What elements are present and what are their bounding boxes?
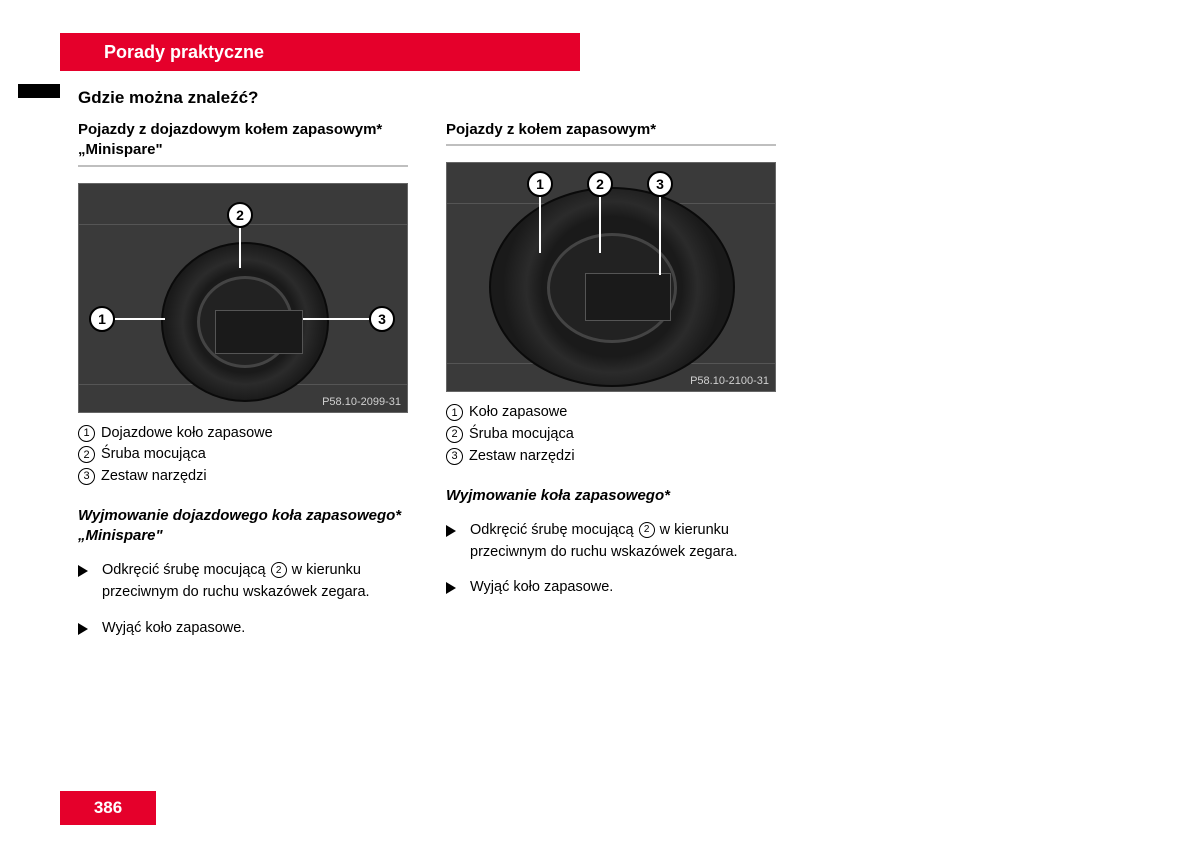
step-bullet-icon bbox=[446, 525, 456, 537]
figure-callout: 3 bbox=[369, 306, 395, 332]
procedure-step: Odkręcić śrubę mocującą 2 w kierunku prz… bbox=[78, 560, 408, 604]
legend-number-icon: 2 bbox=[78, 446, 95, 463]
legend-text: Śruba mocująca bbox=[469, 424, 574, 446]
procedure-step: Odkręcić śrubę mocującą 2 w kierunku prz… bbox=[446, 520, 776, 564]
toolbox-illustration bbox=[215, 310, 303, 354]
inline-ref-icon: 2 bbox=[639, 522, 655, 538]
step-text: Odkręcić śrubę mocującą 2 w kierunku prz… bbox=[102, 560, 408, 604]
column-title: Pojazdy z dojazdowym kołem zapasowym* „M… bbox=[78, 120, 408, 161]
callout-line bbox=[115, 318, 165, 320]
legend-number-icon: 1 bbox=[78, 425, 95, 442]
section-title: Gdzie można znaleźć? bbox=[78, 88, 258, 108]
spare-tire-figure: 123P58.10-2100-31 bbox=[446, 162, 776, 392]
legend-row: 1 Dojazdowe koło zapasowe bbox=[78, 423, 408, 445]
toolbox-illustration bbox=[585, 273, 671, 321]
step-text: Wyjąć koło zapasowe. bbox=[102, 618, 245, 640]
chapter-title: Porady praktyczne bbox=[104, 42, 264, 63]
callout-line bbox=[599, 197, 601, 253]
step-bullet-icon bbox=[78, 623, 88, 635]
procedure-step: Wyjąć koło zapasowe. bbox=[78, 618, 408, 640]
side-tab bbox=[18, 84, 60, 98]
callout-line bbox=[303, 318, 369, 320]
figure-legend: 1 Koło zapasowe 2 Śruba mocująca 3 Zestaw nar… bbox=[446, 402, 776, 467]
callout-line bbox=[539, 197, 541, 253]
step-text: Odkręcić śrubę mocującą 2 w kierunku prz… bbox=[470, 520, 776, 564]
inline-ref-icon: 2 bbox=[271, 562, 287, 578]
image-code: P58.10-2099-31 bbox=[322, 396, 401, 408]
procedure-title: Wyjmowanie dojazdowego koła zapasowego* … bbox=[78, 506, 408, 547]
column: Pojazdy z kołem zapasowym* 1 2 3 P58.10-2100… bbox=[446, 120, 776, 640]
figure-callout: 1 bbox=[89, 306, 115, 332]
chapter-header: Porady praktyczne bbox=[60, 33, 580, 71]
legend-number-icon: 3 bbox=[78, 468, 95, 485]
legend-row: 2 Śruba mocująca bbox=[446, 424, 776, 446]
procedure-step: Wyjąć koło zapasowe. bbox=[446, 577, 776, 599]
legend-number-icon: 2 bbox=[446, 426, 463, 443]
procedure-title: Wyjmowanie koła zapasowego* bbox=[446, 486, 776, 506]
content-area: Pojazdy z dojazdowym kołem zapasowym* „M… bbox=[78, 120, 776, 640]
legend-text: Dojazdowe koło zapasowe bbox=[101, 423, 273, 445]
spare-tire-figure: 1 2 3 P58.10-2099-31 bbox=[78, 183, 408, 413]
figure-callout: 3 bbox=[647, 171, 673, 197]
step-bullet-icon bbox=[446, 582, 456, 594]
legend-text: Koło zapasowe bbox=[469, 402, 567, 424]
title-underline bbox=[78, 165, 408, 167]
callout-line bbox=[239, 228, 241, 268]
column: Pojazdy z dojazdowym kołem zapasowym* „M… bbox=[78, 120, 408, 640]
step-text: Wyjąć koło zapasowe. bbox=[470, 577, 613, 599]
legend-number-icon: 3 bbox=[446, 448, 463, 465]
title-underline bbox=[446, 144, 776, 146]
figure-callout: 1 bbox=[527, 171, 553, 197]
image-code: P58.10-2100-31 bbox=[690, 375, 769, 387]
callout-line bbox=[659, 197, 661, 275]
step-bullet-icon bbox=[78, 565, 88, 577]
legend-row: 3 Zestaw narzędzi bbox=[446, 446, 776, 468]
column-title: Pojazdy z kołem zapasowym* bbox=[446, 120, 776, 140]
legend-text: Śruba mocująca bbox=[101, 444, 206, 466]
figure-legend: 1Dojazdowe koło zapasowe2Śruba mocująca3… bbox=[78, 423, 408, 488]
legend-row: 3 Zestaw narzędzi bbox=[78, 466, 408, 488]
legend-number-icon: 1 bbox=[446, 404, 463, 421]
legend-text: Zestaw narzędzi bbox=[469, 446, 575, 468]
legend-row: 2 Śruba mocująca bbox=[78, 444, 408, 466]
figure-callout: 2 bbox=[227, 202, 253, 228]
legend-row: 1 Koło zapasowe bbox=[446, 402, 776, 424]
legend-text: Zestaw narzędzi bbox=[101, 466, 207, 488]
page-number: 386 bbox=[60, 791, 156, 825]
